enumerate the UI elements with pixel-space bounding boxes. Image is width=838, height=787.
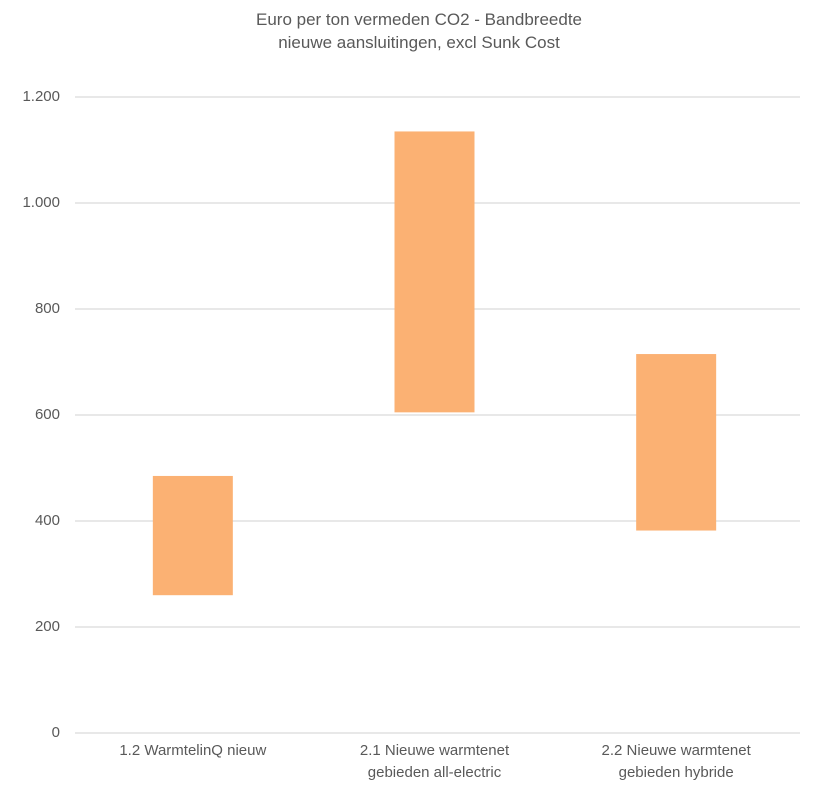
- range-bar-3: [636, 354, 717, 531]
- y-tick-label: 1.000: [22, 194, 60, 211]
- x-category-label-line: 2.1 Nieuwe warmtenet: [359, 742, 510, 759]
- x-category-label-line: 1.2 WarmtelinQ nieuw: [119, 742, 267, 759]
- y-tick-label: 1.200: [22, 88, 60, 105]
- chart-title-line-2: nieuwe aansluitingen, excl Sunk Cost: [278, 33, 560, 52]
- x-category-label: 2.2 Nieuwe warmtenet gebieden hybride: [576, 740, 776, 784]
- x-category-label-line: gebieden all-electric: [367, 764, 502, 781]
- y-tick-label: 0: [51, 724, 60, 741]
- x-category-label-line: gebieden hybride: [618, 764, 734, 781]
- y-tick-label: 400: [34, 512, 60, 529]
- x-category-label-line: 2.2 Nieuwe warmtenet: [601, 742, 751, 759]
- x-category-label: 1.2 WarmtelinQ nieuw: [93, 740, 293, 762]
- x-category-label: 2.1 Nieuwe warmtenet gebieden all-electri…: [335, 740, 535, 784]
- range-bar-1: [152, 475, 233, 596]
- chart-title-line-1: Euro per ton vermeden CO2 - Bandbreedte: [255, 10, 583, 29]
- y-tick-label: 200: [34, 618, 60, 635]
- y-tick-label: 600: [34, 406, 60, 423]
- range-bar-2: [394, 131, 475, 413]
- y-tick-label: 800: [34, 300, 60, 317]
